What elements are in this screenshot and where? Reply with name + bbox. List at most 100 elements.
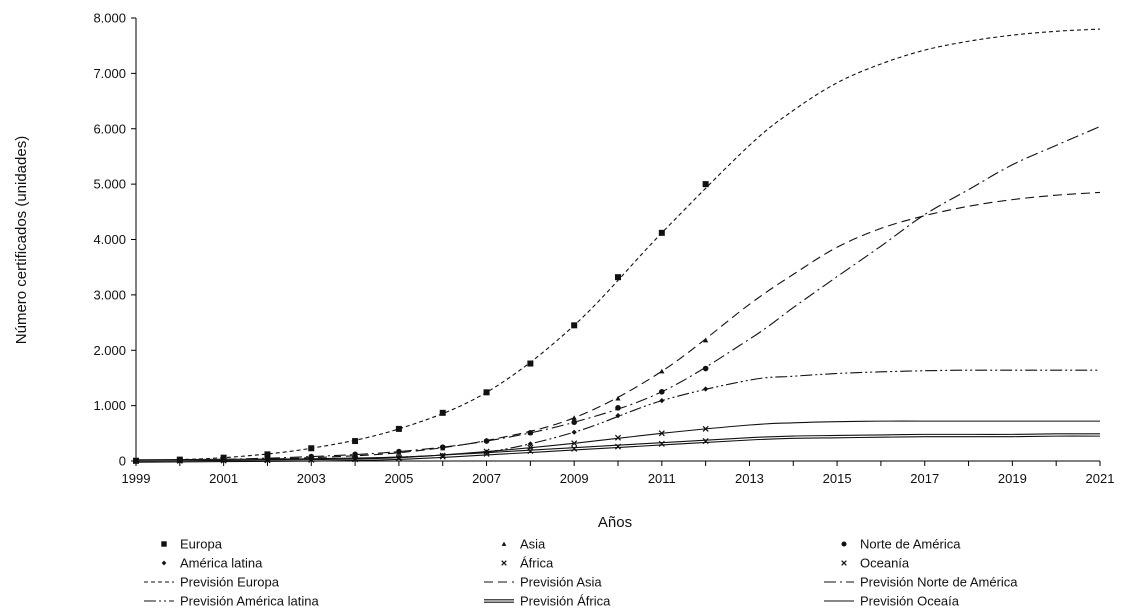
data-point-oceania [571,440,578,447]
x-tick-label: 2017 [910,471,939,486]
legend-label: América latina [180,556,263,571]
data-point-oceania [527,444,534,451]
data-point-europa [702,181,709,188]
legend-item-prevision-europa: Previsión Europa [144,575,280,590]
data-point-norte-de-america [527,429,534,436]
data-point-africa [571,445,578,452]
legend-symbol [161,560,167,566]
data-point-america-latina [571,429,577,435]
data-point-oceania [439,452,446,459]
legend-item-america-latina: América latina [161,556,263,571]
legend-label: Europa [180,537,223,552]
data-point-europa [527,360,534,367]
data-point-africa [658,440,665,447]
data-point-oceania [395,454,402,461]
x-axis-title: Años [598,514,632,531]
data-point-oceania [264,457,271,464]
x-tick-label: 2001 [209,471,238,486]
data-point-europa [483,389,490,396]
data-point-asia [659,368,665,374]
data-point-america-latina [659,398,665,404]
data-point-africa [702,438,709,445]
data-point-norte-de-america [352,451,358,458]
forecast-lines [135,28,1101,463]
y-tick-label: 1.000 [93,398,126,413]
observed-markers [132,181,709,465]
legend-item-prevision-america-latina: Previsión América latina [144,594,319,609]
legend-item-prevision-norte-de-america: Previsión Norte de América [824,575,1018,590]
legend-symbol [161,541,167,547]
legend-item-prevision-oceaia: Previsión Oceaía [824,594,960,609]
y-tick-label: 6.000 [93,121,126,136]
legend-label: Oceanía [860,556,910,571]
data-point-oceania [702,425,709,432]
data-point-norte-de-america [439,444,446,450]
data-point-europa [439,409,446,416]
data-point-oceania [658,430,665,437]
forecast-line-prevision-europa [135,28,1101,462]
legend-label: Previsión Asia [520,575,602,590]
data-point-europa [264,451,271,458]
x-axis-ticks: 1999 2001 2003 2005 2007 2009 2011 2013 2015 2017… [122,461,1115,486]
data-point-africa [614,443,622,450]
data-point-america-latina [615,412,621,419]
data-point-europa [615,274,621,281]
x-tick-label: 2019 [998,471,1027,486]
legend-item-prevision-asia: Previsión Asia [484,575,602,590]
legend-label: Previsión Oceaía [860,594,960,609]
data-point-europa [352,438,359,445]
data-point-africa [439,453,446,460]
legend-item-oceania: Oceanía [841,556,910,571]
forecast-line-prevision-asia [135,191,1101,462]
legend-symbol [841,541,847,547]
y-tick-label: 3.000 [93,287,126,302]
x-tick-label: 2003 [297,471,326,486]
data-point-oceania [220,457,227,464]
x-tick-label: 2013 [735,471,764,486]
data-point-norte-de-america [396,448,402,455]
data-point-asia [571,415,577,420]
data-point-norte-de-america [659,388,665,395]
legend-item-europa: Europa [161,537,223,552]
x-tick-label: 2007 [472,471,501,486]
y-tick-label: 4.000 [93,232,126,247]
data-point-oceania [308,456,315,463]
series-asia [133,337,709,464]
data-point-america-latina [527,441,533,447]
legend-item-asia: Asia [501,537,546,552]
data-point-norte-de-america [483,438,490,444]
x-tick-label: 2009 [560,471,589,486]
data-point-oceania [352,455,359,462]
legend-symbol [501,560,507,566]
x-tick-label: 2005 [384,471,413,486]
data-point-norte-de-america [571,419,577,426]
x-tick-label: 2015 [823,471,852,486]
series-oceania [132,425,709,465]
legend-label: Previsión América latina [180,594,319,609]
legend-label: Previsión África [520,594,611,609]
legend-item-norte-de-america: Norte de América [841,537,961,552]
series-america-latina [133,386,709,464]
forecast-line-prevision-oceaia [135,420,1100,462]
data-point-oceania [614,434,622,441]
y-tick-label: 5.000 [93,177,126,192]
axes [135,18,1100,462]
legend-symbol [841,560,847,566]
data-point-america-latina [703,386,709,392]
data-point-europa [395,425,402,432]
legend-item-africa: África [501,556,554,571]
legend: Europa Asia Norte de América América latina… [144,537,1018,609]
data-point-oceania [176,457,183,464]
legend-item-prevision-africa: Previsión África [484,594,611,609]
y-tick-label: 8.000 [93,11,126,26]
x-tick-label: 2021 [1086,471,1115,486]
x-tick-label: 2011 [648,471,676,486]
y-tick-label: 0 [119,454,126,469]
legend-label: África [520,556,554,571]
forecast-line-prevision-norte-de-america [135,126,1101,462]
y-axis-title: Número certificados (unidades) [13,136,30,344]
y-axis-ticks: 0 1.000 2.000 3.000 4.000 5.000 6.000 7.000 8.00… [93,11,136,469]
data-point-asia [703,337,709,343]
data-point-europa [308,445,315,452]
